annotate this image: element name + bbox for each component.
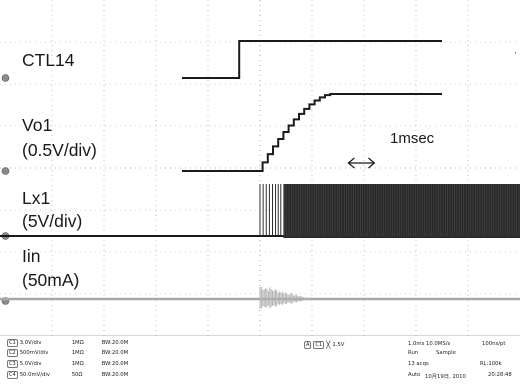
- trigger-slope-icon: ╳: [326, 341, 331, 349]
- sample-rate: 10.0MS/s: [426, 341, 451, 347]
- run-state: Run: [408, 350, 419, 356]
- time: 20:28:48: [488, 372, 512, 378]
- trigger-source: C1: [313, 341, 325, 349]
- iin-label: Iin: [22, 246, 41, 266]
- ground-marker: [1, 167, 10, 175]
- channel-row: C1 3.0V/div 1MΩ BW:20.0M: [7, 339, 128, 347]
- channel-row: C2 500mV/div 1MΩ BW:20.0M: [7, 349, 128, 357]
- trigger-level: 1.5V: [332, 342, 345, 348]
- time-annotation: 1msec: [390, 130, 435, 147]
- iin-scale-label: (50mA): [22, 270, 80, 290]
- vo1-trace: [182, 93, 442, 172]
- acq-count: 13 acqs: [408, 361, 429, 367]
- channel-id[interactable]: C4: [7, 371, 18, 379]
- lx1-scale-label: (5V/div): [22, 211, 83, 231]
- timebase: 1.0ms: [408, 341, 425, 347]
- ctl14-label: CTL14: [22, 50, 75, 70]
- channel-scale: 500mV/div: [19, 350, 49, 356]
- vo1-label: Vo1: [22, 115, 53, 135]
- channel-scale: 3.0V/div: [19, 340, 42, 346]
- traces: ·: [0, 40, 520, 337]
- annotation-arrow-left-head: [347, 157, 355, 169]
- annotation-arrow-right-head: [368, 157, 376, 169]
- trigger-mode: A: [304, 341, 312, 349]
- channel-scale: 5.0V/div: [19, 361, 42, 367]
- channel-bandwidth: BW:20.0M: [101, 372, 129, 378]
- ctl14-end-marker: ·: [514, 49, 517, 59]
- channel-bandwidth: BW:20.0M: [101, 340, 129, 346]
- channel-id[interactable]: C2: [7, 349, 18, 357]
- vo1-scale-label: (0.5V/div): [22, 140, 97, 160]
- channel-impedance: 50Ω: [71, 372, 83, 378]
- channel-scale: 50.0mV/div: [19, 372, 51, 378]
- date: 10月19日, 2010: [425, 374, 466, 380]
- channel-bandwidth: BW:20.0M: [101, 361, 129, 367]
- lx1-label: Lx1: [22, 188, 51, 208]
- record-length: RL:100k: [480, 361, 502, 367]
- channel-id[interactable]: C3: [7, 360, 18, 368]
- channel-id[interactable]: C1: [7, 339, 18, 347]
- channel-impedance: 1MΩ: [71, 350, 84, 356]
- ground-marker: [1, 74, 10, 82]
- channel-bandwidth: BW:20.0M: [101, 350, 129, 356]
- scope-status-bar: C1 3.0V/div 1MΩ BW:20.0M C2 500mV/div 1M…: [0, 336, 520, 385]
- ctl14-trace: [182, 40, 442, 79]
- resolution: 100ns/pt: [482, 341, 506, 347]
- trigger-readout[interactable]: A C1 ╳ 1.5V: [304, 341, 344, 349]
- acq-mode: Sample: [436, 350, 456, 356]
- channel-impedance: 1MΩ: [71, 340, 84, 346]
- channel-row: C4 50.0mV/div 50Ω BW:20.0M: [7, 371, 128, 379]
- trigger-auto: Auto: [408, 372, 421, 378]
- channel-row: C3 5.0V/div 1MΩ BW:20.0M: [7, 360, 128, 368]
- channel-impedance: 1MΩ: [71, 361, 84, 367]
